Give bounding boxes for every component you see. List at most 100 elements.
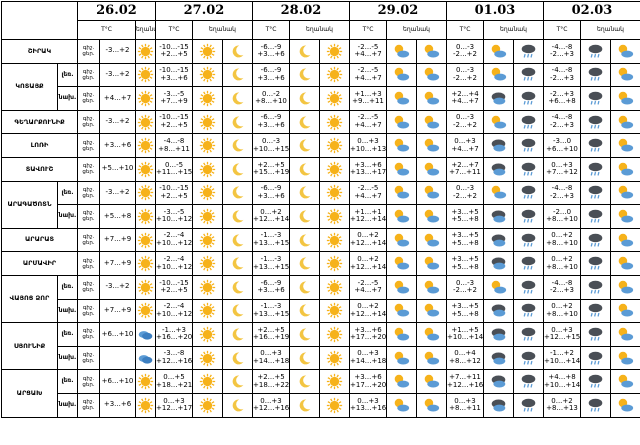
sun-cloud-icon	[417, 252, 447, 276]
temperature-cell: 0...-3-2...+2	[447, 275, 484, 299]
sun-icon	[136, 228, 156, 252]
temperature-cell: -3...+2	[100, 40, 136, 64]
moon-icon	[290, 393, 320, 417]
temp-header: T°C	[78, 21, 136, 40]
dark-cloud-icon	[484, 393, 514, 417]
temperature-cell: 0...+2+8...+10	[544, 228, 581, 252]
temperature-cell: +7...+9	[100, 228, 136, 252]
temperature-cell: -2...-5+4...+7	[350, 275, 387, 299]
sun-icon	[193, 87, 223, 111]
night-day-labels: գիշ.ցեր.	[78, 40, 100, 64]
sun-icon	[320, 370, 350, 394]
moon-icon	[223, 205, 253, 229]
temperature-cell: +2...+4+4...+7	[447, 87, 484, 111]
zone-label: նախ.	[58, 346, 78, 370]
sun-icon	[320, 299, 350, 323]
sun-icon	[193, 299, 223, 323]
night-day-labels: գիշ.ցեր.	[78, 275, 100, 299]
zone-label: նախ.	[58, 205, 78, 229]
weather-forecast-table: 26.0227.0228.0229.0201.0302.03T°CեղանակT…	[1, 1, 640, 418]
region-name: ՇԻՐԱԿ	[2, 40, 78, 64]
temperature-cell: +4...+7	[100, 87, 136, 111]
temp-header: T°C	[156, 21, 193, 40]
sun-cloud-icon	[611, 370, 640, 394]
rain-cloud-icon	[581, 228, 611, 252]
region-name: ՏԱՎՈՒՇ	[2, 157, 78, 181]
sun-cloud-icon	[417, 275, 447, 299]
rain-cloud-icon	[514, 252, 544, 276]
sun-cloud-icon	[387, 134, 417, 158]
rain-cloud-icon	[514, 40, 544, 64]
temperature-cell: 0...-3-2...+2	[447, 40, 484, 64]
temperature-cell: +7...+11+12...+16	[447, 370, 484, 394]
moon-icon	[290, 346, 320, 370]
moon-icon	[223, 181, 253, 205]
night-day-labels: գիշ.ցեր.	[78, 252, 100, 276]
temperature-cell: +2...+5+15...+19	[253, 157, 290, 181]
rain-cloud-icon	[581, 370, 611, 394]
dark-cloud-icon	[484, 228, 514, 252]
temperature-cell: -2...-5+4...+7	[350, 181, 387, 205]
rain-cloud-icon	[514, 87, 544, 111]
temperature-cell: +1...+1+12...+14	[350, 205, 387, 229]
sun-icon	[136, 205, 156, 229]
zone-label: նախ.	[58, 393, 78, 417]
region-name: ԼՈՌԻ	[2, 134, 78, 158]
sun-icon	[320, 181, 350, 205]
sun-icon	[320, 110, 350, 134]
rain-cloud-icon	[581, 134, 611, 158]
dark-cloud-icon	[484, 346, 514, 370]
sun-icon	[193, 40, 223, 64]
temperature-cell: 0...+2+12...+14	[350, 228, 387, 252]
sun-icon	[193, 205, 223, 229]
temperature-cell: -2...-5+4...+7	[350, 110, 387, 134]
sun-icon	[193, 181, 223, 205]
sun-cloud-icon	[417, 87, 447, 111]
sun-cloud-icon	[611, 87, 640, 111]
temperature-cell: -10...-15+2...+5	[156, 110, 193, 134]
sun-icon	[136, 275, 156, 299]
rain-cloud-icon	[514, 134, 544, 158]
temperature-cell: -1...+2+10...+14	[544, 346, 581, 370]
moon-icon	[290, 228, 320, 252]
zone-label: նախ.	[58, 87, 78, 111]
dark-cloud-icon	[484, 134, 514, 158]
sun-icon	[320, 63, 350, 87]
temperature-cell: +3...+5+5...+8	[447, 299, 484, 323]
sun-icon	[320, 40, 350, 64]
moon-icon	[290, 181, 320, 205]
moon-icon	[223, 40, 253, 64]
night-day-labels: գիշ.ցեր.	[78, 134, 100, 158]
moon-icon	[290, 323, 320, 347]
rain-cloud-icon	[581, 63, 611, 87]
sun-icon	[320, 393, 350, 417]
sun-cloud-icon	[387, 393, 417, 417]
temperature-cell: +2...+5+16...+19	[253, 323, 290, 347]
sun-cloud-icon	[417, 393, 447, 417]
moon-icon	[223, 157, 253, 181]
sun-cloud-icon	[417, 181, 447, 205]
temperature-cell: -3...0+6...+10	[544, 134, 581, 158]
sun-cloud-icon	[417, 370, 447, 394]
night-day-labels: գիշ.ցեր.	[78, 323, 100, 347]
night-day-labels: գիշ.ցեր.	[78, 205, 100, 229]
sun-cloud-icon	[417, 205, 447, 229]
sun-cloud-icon	[611, 275, 640, 299]
temperature-cell: -10...-15+2...+5	[156, 40, 193, 64]
rain-cloud-icon	[514, 181, 544, 205]
region-name: ԱՐԱԳԱԾՈՏՆ	[2, 181, 58, 228]
zone-label: լեռ.	[58, 63, 78, 87]
night-day-labels: գիշ.ցեր.	[78, 370, 100, 394]
temperature-cell: 0...-3-2...+2	[447, 181, 484, 205]
sun-cloud-icon	[611, 228, 640, 252]
moon-icon	[290, 370, 320, 394]
temperature-cell: -6...-9+3...+6	[253, 63, 290, 87]
region-name: ՍՅՈՒՆԻՔ	[2, 323, 58, 370]
date-header: 02.03	[544, 2, 640, 21]
temperature-cell: +3...+5+5...+8	[447, 228, 484, 252]
cloud-icon	[136, 323, 156, 347]
sun-cloud-icon	[484, 40, 514, 64]
rain-cloud-icon	[514, 299, 544, 323]
sun-cloud-icon	[417, 299, 447, 323]
sun-icon	[193, 323, 223, 347]
